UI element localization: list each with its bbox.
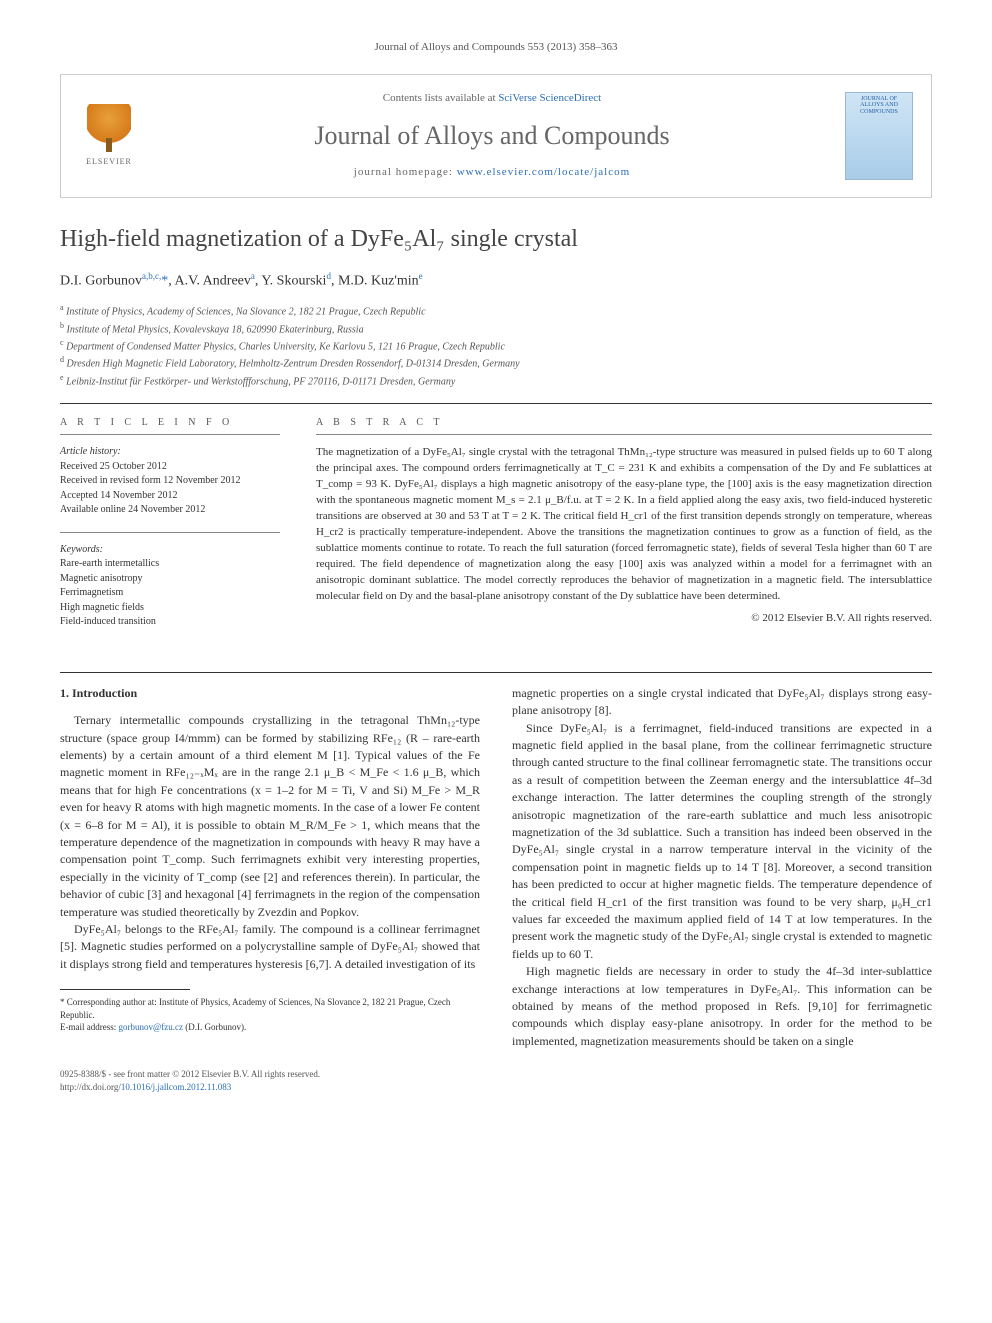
article-info-column: A R T I C L E I N F O Article history: R… (60, 416, 280, 644)
affiliation-e: e Leibniz-Institut für Festkörper- und W… (60, 372, 932, 389)
elsevier-wordmark: ELSEVIER (86, 156, 132, 168)
corresponding-footnote: * Corresponding author at: Institute of … (60, 996, 480, 1034)
keyword-3: Ferrimagnetism (60, 586, 280, 601)
article-info-head: A R T I C L E I N F O (60, 416, 280, 431)
email-person: (D.I. Gorbunov). (183, 1022, 246, 1032)
author-4[interactable]: M.D. Kuz'min (338, 274, 419, 289)
info-abstract-row: A R T I C L E I N F O Article history: R… (60, 416, 932, 644)
author-2[interactable]: A.V. Andreev (175, 274, 251, 289)
article-title: High-field magnetization of a DyFe₅Al₇ s… (60, 222, 932, 257)
abstract-column: A B S T R A C T The magnetization of a D… (316, 416, 932, 644)
accepted-date: Accepted 14 November 2012 (60, 489, 280, 504)
author-3[interactable]: Y. Skourski (261, 274, 326, 289)
affiliations-block: a Institute of Physics, Academy of Scien… (60, 302, 932, 389)
keywords-label: Keywords: (60, 543, 280, 558)
article-history-block: Article history: Received 25 October 201… (60, 445, 280, 518)
bottom-bar: 0925-8388/$ - see front matter © 2012 El… (60, 1068, 932, 1094)
homepage-line: journal homepage: www.elsevier.com/locat… (157, 165, 827, 181)
citation-line: Journal of Alloys and Compounds 553 (201… (60, 40, 932, 56)
keyword-5: Field-induced transition (60, 615, 280, 630)
abstract-text: The magnetization of a DyFe₅Al₇ single c… (316, 445, 932, 604)
intro-para-1: Ternary intermetallic compounds crystall… (60, 712, 480, 921)
keyword-4: High magnetic fields (60, 601, 280, 616)
received-date: Received 25 October 2012 (60, 460, 280, 475)
homepage-prefix: journal homepage: (354, 166, 457, 178)
abstract-head: A B S T R A C T (316, 416, 932, 431)
bottom-left: 0925-8388/$ - see front matter © 2012 El… (60, 1068, 320, 1094)
body-column-left: 1. Introduction Ternary intermetallic co… (60, 685, 480, 1050)
doi-link[interactable]: 10.1016/j.jallcom.2012.11.083 (121, 1082, 231, 1092)
mid-rule (60, 672, 932, 673)
issn-copyright: 0925-8388/$ - see front matter © 2012 El… (60, 1068, 320, 1081)
revised-date: Received in revised form 12 November 201… (60, 474, 280, 489)
homepage-link[interactable]: www.elsevier.com/locate/jalcom (457, 166, 630, 178)
email-link[interactable]: gorbunov@fzu.cz (118, 1022, 183, 1032)
affiliation-d: d Dresden High Magnetic Field Laboratory… (60, 354, 932, 371)
author-list: D.I. Gorbunova,b,c,*, A.V. Andreeva, Y. … (60, 270, 932, 292)
email-label: E-mail address: (60, 1022, 118, 1032)
intro-para-4: Since DyFe₅Al₇ is a ferrimagnet, field-i… (512, 720, 932, 963)
sciencedirect-link[interactable]: SciVerse ScienceDirect (498, 92, 601, 104)
journal-header-box: ELSEVIER Contents lists available at Sci… (60, 74, 932, 198)
intro-para-3: magnetic properties on a single crystal … (512, 685, 932, 720)
intro-para-5: High magnetic fields are necessary in or… (512, 963, 932, 1050)
header-center: Contents lists available at SciVerse Sci… (157, 91, 827, 181)
contents-prefix: Contents lists available at (383, 92, 498, 104)
affiliation-a: a Institute of Physics, Academy of Scien… (60, 302, 932, 319)
info-rule-1 (60, 434, 280, 435)
elsevier-logo: ELSEVIER (79, 101, 139, 171)
journal-name: Journal of Alloys and Compounds (157, 117, 827, 155)
history-label: Article history: (60, 445, 280, 460)
abstract-rule (316, 434, 932, 435)
footnote-separator (60, 989, 190, 990)
online-date: Available online 24 November 2012 (60, 503, 280, 518)
affiliation-c: c Department of Condensed Matter Physics… (60, 337, 932, 354)
abstract-copyright: © 2012 Elsevier B.V. All rights reserved… (316, 611, 932, 627)
doi-line: http://dx.doi.org/10.1016/j.jallcom.2012… (60, 1081, 320, 1094)
corr-author-line: * Corresponding author at: Institute of … (60, 996, 480, 1021)
email-line: E-mail address: gorbunov@fzu.cz (D.I. Go… (60, 1021, 480, 1034)
journal-cover-thumbnail: JOURNAL OF ALLOYS AND COMPOUNDS (845, 92, 913, 180)
intro-para-2: DyFe₅Al₇ belongs to the RFe₅Al₇ family. … (60, 921, 480, 973)
section-1-head: 1. Introduction (60, 685, 480, 702)
keyword-2: Magnetic anisotropy (60, 572, 280, 587)
keyword-1: Rare-earth intermetallics (60, 557, 280, 572)
author-1[interactable]: D.I. Gorbunov (60, 274, 142, 289)
keywords-block: Keywords: Rare-earth intermetallics Magn… (60, 543, 280, 630)
info-rule-2 (60, 532, 280, 533)
body-column-right: magnetic properties on a single crystal … (512, 685, 932, 1050)
contents-available-line: Contents lists available at SciVerse Sci… (157, 91, 827, 107)
body-two-column: 1. Introduction Ternary intermetallic co… (60, 685, 932, 1050)
affiliation-b: b Institute of Metal Physics, Kovalevska… (60, 320, 932, 337)
top-rule (60, 403, 932, 404)
elsevier-tree-icon (87, 104, 131, 152)
